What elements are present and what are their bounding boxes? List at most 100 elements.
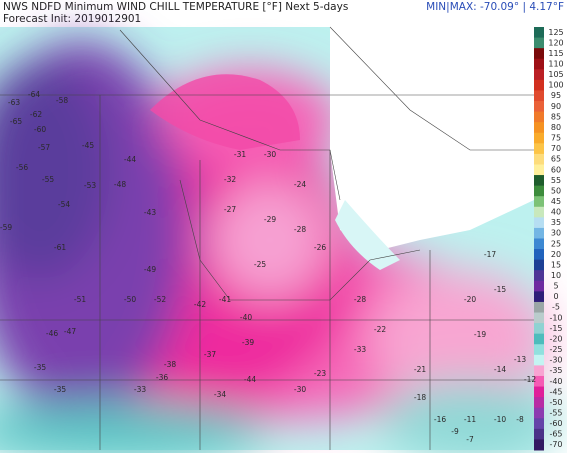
colorbar-label: 0 bbox=[553, 292, 558, 301]
temp-label: -61 bbox=[54, 243, 66, 252]
colorbar-cell bbox=[534, 428, 544, 440]
colorbar-cell bbox=[534, 280, 544, 292]
temp-label: -58 bbox=[56, 96, 68, 105]
colorbar-cell bbox=[534, 227, 544, 239]
temp-label: -19 bbox=[474, 330, 486, 339]
colorbar-cell bbox=[534, 143, 544, 155]
colorbar-cell bbox=[534, 249, 544, 261]
colorbar-cell bbox=[534, 291, 544, 303]
temp-label: -50 bbox=[124, 295, 136, 304]
colorbar-cell bbox=[534, 101, 544, 113]
temp-label: -33 bbox=[134, 385, 146, 394]
colorbar-cell bbox=[534, 375, 544, 388]
colorbar-label: 105 bbox=[548, 70, 563, 79]
temp-label: -22 bbox=[374, 325, 386, 334]
colorbar-label: 30 bbox=[551, 229, 561, 238]
colorbar-label: 40 bbox=[551, 208, 561, 217]
map bbox=[0, 26, 560, 453]
colorbar-cell bbox=[534, 397, 544, 409]
temp-label: -44 bbox=[244, 375, 256, 384]
colorbar-label: 5 bbox=[553, 282, 558, 291]
temp-label: -53 bbox=[84, 181, 96, 190]
colorbar-label: 90 bbox=[551, 102, 561, 111]
temp-label: -65 bbox=[10, 117, 22, 126]
colorbar-label: 120 bbox=[548, 38, 563, 47]
temp-label: -24 bbox=[294, 180, 306, 189]
colorbar-cell bbox=[534, 69, 544, 81]
temp-label: -20 bbox=[464, 295, 476, 304]
temp-label: -9 bbox=[451, 427, 459, 436]
colorbar-label: 20 bbox=[551, 250, 561, 259]
temp-label: -27 bbox=[224, 205, 236, 214]
colorbar-cell bbox=[534, 238, 544, 250]
colorbar-label: -55 bbox=[549, 408, 562, 417]
temp-label: -34 bbox=[214, 390, 226, 399]
colorbar-label: -10 bbox=[549, 313, 562, 322]
temp-label: -21 bbox=[414, 365, 426, 374]
colorbar-label: -50 bbox=[549, 398, 562, 407]
colorbar-cell bbox=[534, 175, 544, 187]
colorbar-label: -70 bbox=[549, 440, 562, 449]
temp-label: -23 bbox=[314, 369, 326, 378]
temp-label: -48 bbox=[114, 180, 126, 189]
temp-label: -36 bbox=[156, 373, 168, 382]
temp-label: -10 bbox=[494, 415, 506, 424]
temp-label: -47 bbox=[64, 327, 76, 336]
forecast-init: Forecast Init: 2019012901 bbox=[3, 13, 142, 25]
colorbar-label: -15 bbox=[549, 324, 562, 333]
colorbar-cell bbox=[534, 418, 544, 430]
temp-label: -45 bbox=[82, 141, 94, 150]
colorbar-cell bbox=[534, 301, 544, 314]
colorbar-cell bbox=[534, 439, 544, 451]
colorbar-cell bbox=[534, 365, 544, 377]
temp-label: -26 bbox=[314, 243, 326, 252]
temp-label: -46 bbox=[46, 329, 58, 338]
title: NWS NDFD Minimum WIND CHILL TEMPERATURE … bbox=[3, 1, 349, 13]
temp-label: -40 bbox=[240, 313, 252, 322]
colorbar-label: -35 bbox=[549, 366, 562, 375]
colorbar-cell bbox=[534, 58, 544, 70]
colorbar-cell bbox=[534, 217, 544, 229]
colorbar-label: 100 bbox=[548, 81, 563, 90]
colorbar-label: 60 bbox=[551, 165, 561, 174]
colorbar-cell bbox=[534, 333, 544, 345]
colorbar-label: -5 bbox=[552, 303, 560, 312]
colorbar-label: -40 bbox=[549, 377, 562, 386]
temp-label: -49 bbox=[144, 265, 156, 274]
temp-label: -32 bbox=[224, 175, 236, 184]
colorbar-cell bbox=[534, 37, 544, 49]
temp-label: -14 bbox=[494, 365, 506, 374]
colorbar-cell bbox=[534, 354, 544, 366]
colorbar-label: -20 bbox=[549, 334, 562, 343]
colorbar-label: -45 bbox=[549, 387, 562, 396]
colorbar-cell bbox=[534, 185, 544, 197]
temp-label: -37 bbox=[204, 350, 216, 359]
temp-label: -57 bbox=[38, 143, 50, 152]
colorbar-cell bbox=[534, 48, 544, 60]
colorbar-label: 125 bbox=[548, 28, 563, 37]
temp-label: -44 bbox=[124, 155, 136, 164]
temp-label: -62 bbox=[30, 110, 42, 119]
colorbar-cell bbox=[534, 323, 544, 335]
colorbar-cell bbox=[534, 132, 544, 144]
temp-label: -28 bbox=[354, 295, 366, 304]
colorbar-cell bbox=[534, 27, 544, 39]
colorbar-label: 115 bbox=[548, 49, 563, 58]
temp-label: -54 bbox=[58, 200, 70, 209]
colorbar-cell bbox=[534, 164, 544, 176]
colorbar-cell bbox=[534, 206, 544, 218]
colorbar-cell bbox=[534, 153, 544, 165]
colorbar-cell bbox=[534, 259, 544, 271]
temp-label: -12 bbox=[524, 375, 536, 384]
colorbar-label: 10 bbox=[551, 271, 561, 280]
colorbar-label: 80 bbox=[551, 123, 561, 132]
colorbar-label: 110 bbox=[548, 60, 563, 69]
temp-label: -42 bbox=[194, 300, 206, 309]
colorbar-label: 35 bbox=[551, 218, 561, 227]
temp-label: -51 bbox=[74, 295, 86, 304]
colorbar-cell bbox=[534, 90, 544, 102]
temp-label: -41 bbox=[219, 295, 231, 304]
temp-label: -30 bbox=[294, 385, 306, 394]
temp-label: -35 bbox=[54, 385, 66, 394]
colorbar-cell bbox=[534, 407, 544, 419]
